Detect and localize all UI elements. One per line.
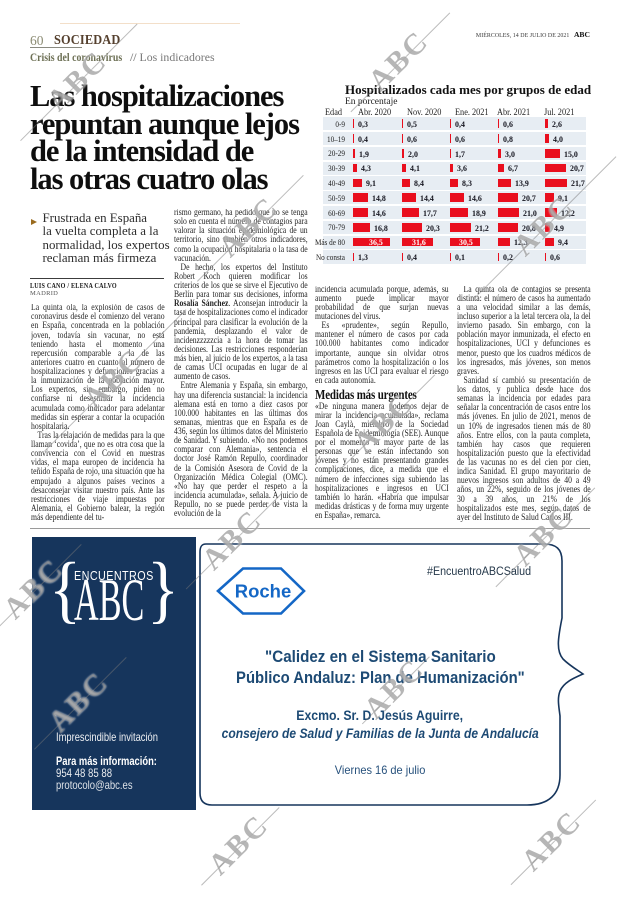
svg-text:Roche: Roche <box>235 581 292 602</box>
